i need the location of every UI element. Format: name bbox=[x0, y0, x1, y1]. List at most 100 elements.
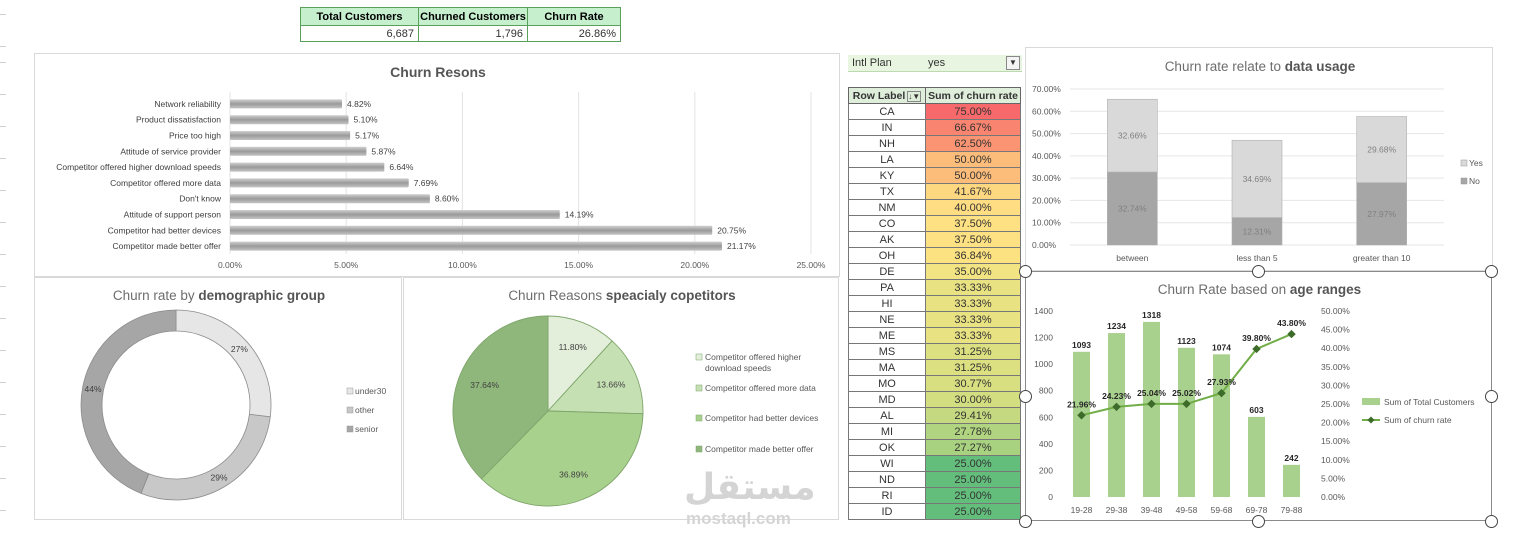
state-cell[interactable]: HI bbox=[848, 295, 926, 312]
bar[interactable] bbox=[1108, 333, 1125, 497]
resize-handle[interactable] bbox=[1485, 390, 1498, 403]
resize-handle[interactable] bbox=[1019, 390, 1032, 403]
churn-rate-header[interactable]: Sum of churn rate bbox=[925, 87, 1021, 104]
kpi-table[interactable]: Total Customers Churned Customers Churn … bbox=[300, 7, 621, 42]
donut-slice[interactable] bbox=[80, 309, 177, 494]
pie-slice[interactable] bbox=[547, 340, 644, 415]
state-cell[interactable]: CO bbox=[848, 215, 926, 232]
churn-rate-cell[interactable]: 37.50% bbox=[925, 215, 1021, 232]
churn-rate-cell[interactable]: 33.33% bbox=[925, 295, 1021, 312]
bar[interactable] bbox=[1213, 354, 1230, 497]
bar[interactable] bbox=[230, 146, 367, 156]
table-row[interactable]: LA 50.00% bbox=[848, 151, 1021, 168]
table-row[interactable]: NE 33.33% bbox=[848, 311, 1021, 328]
stacked-bar-segment[interactable] bbox=[1107, 98, 1158, 173]
state-cell[interactable]: ND bbox=[848, 471, 926, 488]
table-row[interactable]: AK 37.50% bbox=[848, 231, 1021, 248]
state-cell[interactable]: MA bbox=[848, 359, 926, 376]
resize-handle[interactable] bbox=[1485, 515, 1498, 528]
table-row[interactable]: NH 62.50% bbox=[848, 135, 1021, 152]
churn-rate-cell[interactable]: 25.00% bbox=[925, 503, 1021, 520]
churn-rate-cell[interactable]: 66.67% bbox=[925, 119, 1021, 136]
state-cell[interactable]: CA bbox=[848, 103, 926, 120]
table-row[interactable]: ME 33.33% bbox=[848, 327, 1021, 344]
legend-label[interactable]: Competitor made better offer bbox=[705, 444, 814, 454]
state-cell[interactable]: NE bbox=[848, 311, 926, 328]
table-row[interactable]: KY 50.00% bbox=[848, 167, 1021, 184]
kpi-total-customers[interactable]: 6,687 bbox=[300, 25, 419, 42]
kpi-churn-rate[interactable]: 26.86% bbox=[527, 25, 621, 42]
demographic-chart[interactable]: Churn rate by demographic group 27% 29% 44… bbox=[34, 277, 402, 520]
churn-rate-cell[interactable]: 40.00% bbox=[925, 199, 1021, 216]
table-row[interactable]: ND 25.00% bbox=[848, 471, 1021, 488]
table-row[interactable]: TX 41.67% bbox=[848, 183, 1021, 200]
churn-rate-cell[interactable]: 37.50% bbox=[925, 231, 1021, 248]
bar[interactable] bbox=[1248, 416, 1265, 497]
line-marker[interactable] bbox=[1217, 388, 1226, 398]
table-row[interactable]: AL 29.41% bbox=[848, 407, 1021, 424]
state-cell[interactable]: AK bbox=[848, 231, 926, 248]
kpi-churned-customers[interactable]: 1,796 bbox=[418, 25, 528, 42]
bar[interactable] bbox=[230, 194, 430, 204]
line-marker[interactable] bbox=[1287, 329, 1296, 339]
state-cell[interactable]: OK bbox=[848, 439, 926, 456]
legend-label[interactable]: Competitor offered more data bbox=[705, 383, 816, 393]
pie-slice[interactable] bbox=[452, 315, 549, 480]
churn-rate-cell[interactable]: 30.77% bbox=[925, 375, 1021, 392]
stacked-bar-segment[interactable] bbox=[1107, 171, 1158, 246]
churn-rate-cell[interactable]: 50.00% bbox=[925, 151, 1021, 168]
table-row[interactable]: RI 25.00% bbox=[848, 487, 1021, 504]
churn-rate-cell[interactable]: 62.50% bbox=[925, 135, 1021, 152]
bar[interactable] bbox=[1178, 347, 1195, 497]
churn-rate-cell[interactable]: 33.33% bbox=[925, 279, 1021, 296]
age-ranges-chart[interactable]: Churn Rate based on age ranges 0 200 400 60… bbox=[1025, 271, 1492, 521]
intl-plan-value[interactable]: yes bbox=[928, 57, 946, 69]
table-row[interactable]: DE 35.00% bbox=[848, 263, 1021, 280]
state-cell[interactable]: MS bbox=[848, 343, 926, 360]
bar[interactable] bbox=[230, 162, 385, 172]
state-cell[interactable]: RI bbox=[848, 487, 926, 504]
legend-label[interactable]: Competitor had better devices bbox=[705, 413, 818, 423]
churn-rate-cell[interactable]: 25.00% bbox=[925, 487, 1021, 504]
table-row[interactable]: CO 37.50% bbox=[848, 215, 1021, 232]
kpi-header[interactable]: Churned Customers bbox=[418, 7, 528, 26]
bar[interactable] bbox=[1143, 321, 1160, 497]
churn-rate-cell[interactable]: 33.33% bbox=[925, 311, 1021, 328]
legend-label[interactable]: other bbox=[355, 405, 375, 415]
churn-rate-cell[interactable]: 36.84% bbox=[925, 247, 1021, 264]
resize-handle[interactable] bbox=[1252, 265, 1265, 278]
state-cell[interactable]: IN bbox=[848, 119, 926, 136]
resize-handle[interactable] bbox=[1485, 265, 1498, 278]
bar[interactable] bbox=[230, 225, 713, 235]
bar[interactable] bbox=[1073, 351, 1090, 497]
state-cell[interactable]: AL bbox=[848, 407, 926, 424]
churn-rate-cell[interactable]: 41.67% bbox=[925, 183, 1021, 200]
table-row[interactable]: MO 30.77% bbox=[848, 375, 1021, 392]
resize-handle[interactable] bbox=[1019, 265, 1032, 278]
bar[interactable] bbox=[230, 115, 349, 125]
churn-rate-cell[interactable]: 31.25% bbox=[925, 359, 1021, 376]
churn-rate-cell[interactable]: 75.00% bbox=[925, 103, 1021, 120]
state-cell[interactable]: OH bbox=[848, 247, 926, 264]
bar[interactable] bbox=[230, 241, 722, 251]
table-row[interactable]: MD 30.00% bbox=[848, 391, 1021, 408]
table-row[interactable]: MS 31.25% bbox=[848, 343, 1021, 360]
bar[interactable] bbox=[230, 210, 560, 219]
competitor-reasons-chart[interactable]: Churn Reasons speacialy copetitors 11.80… bbox=[403, 277, 839, 520]
stacked-bar-segment[interactable] bbox=[1231, 139, 1283, 218]
churn-rate-cell[interactable]: 31.25% bbox=[925, 343, 1021, 360]
table-row[interactable]: OH 36.84% bbox=[848, 247, 1021, 264]
state-cell[interactable]: WI bbox=[848, 455, 926, 472]
stacked-bar-segment[interactable] bbox=[1356, 182, 1407, 246]
churn-rate-cell[interactable]: 25.00% bbox=[925, 455, 1021, 472]
churn-rate-cell[interactable]: 50.00% bbox=[925, 167, 1021, 184]
state-cell[interactable]: NH bbox=[848, 135, 926, 152]
churn-rate-cell[interactable]: 29.41% bbox=[925, 407, 1021, 424]
state-cell[interactable]: LA bbox=[848, 151, 926, 168]
churn-rate-cell[interactable]: 27.78% bbox=[925, 423, 1021, 440]
churn-rate-cell[interactable]: 33.33% bbox=[925, 327, 1021, 344]
table-row[interactable]: PA 33.33% bbox=[848, 279, 1021, 296]
state-cell[interactable]: NM bbox=[848, 199, 926, 216]
state-cell[interactable]: MD bbox=[848, 391, 926, 408]
line-marker[interactable] bbox=[1252, 344, 1261, 354]
